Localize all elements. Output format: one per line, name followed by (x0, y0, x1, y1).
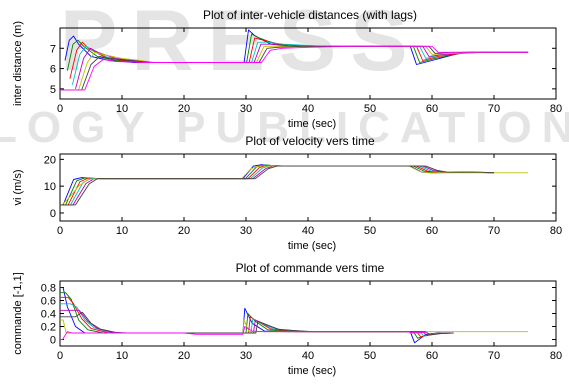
series-group (60, 164, 529, 206)
series-line-1 (60, 164, 495, 206)
x-tick-label: 20 (178, 225, 190, 237)
x-tick-label: 30 (240, 225, 252, 237)
y-tick-label: 7 (50, 43, 56, 55)
watermark-line2: LOGY PUBLICATIONS (0, 103, 569, 152)
y-tick-label: 0 (50, 335, 56, 347)
y-tick-label: 0.2 (41, 322, 56, 334)
y-tick-label: 6 (50, 64, 56, 76)
y-tick-label: 0.8 (41, 283, 56, 295)
series-line-7 (60, 165, 495, 206)
y-tick-label: 0.6 (41, 296, 56, 308)
series-group (60, 287, 529, 344)
x-axis-label: time (sec) (288, 240, 336, 252)
x-tick-label: 50 (364, 350, 376, 362)
chart-title: Plot of commande vers time (236, 261, 385, 275)
series-line-3 (60, 164, 495, 206)
x-tick-label: 10 (116, 225, 128, 237)
series-line-7 (61, 45, 529, 91)
x-tick-label: 40 (302, 350, 314, 362)
x-tick-label: 70 (488, 103, 500, 115)
x-tick-label: 20 (178, 103, 190, 115)
chart-title: Plot of velocity vers time (245, 134, 375, 148)
series-group (60, 29, 529, 91)
axes-frame (59, 280, 557, 347)
x-tick-label: 40 (302, 225, 314, 237)
series-line-8 (60, 326, 426, 340)
series-line-5 (60, 165, 495, 206)
series-line-2 (66, 33, 529, 71)
y-tick-label: 5 (50, 84, 56, 96)
watermark: PRESS LOGY PUBLICATIONS (0, 0, 569, 152)
x-tick-label: 80 (550, 350, 562, 362)
series-line-7 (60, 311, 454, 336)
x-tick-label: 60 (426, 225, 438, 237)
axes-frame (59, 153, 557, 222)
x-tick-label: 20 (178, 350, 190, 362)
y-tick-label: 10 (44, 181, 56, 193)
x-tick-label: 60 (426, 350, 438, 362)
series-line-6 (78, 45, 529, 91)
y-tick-label: 20 (44, 154, 56, 166)
x-tick-label: 80 (550, 103, 562, 115)
x-tick-label: 30 (240, 103, 252, 115)
y-tick-label: 0.4 (41, 309, 56, 321)
x-tick-label: 50 (364, 103, 376, 115)
series-line-3 (60, 296, 445, 338)
x-tick-label: 10 (116, 350, 128, 362)
watermark-line1: PRESS (60, 0, 422, 89)
x-tick-label: 10 (116, 103, 128, 115)
x-axis-label: time (sec) (288, 365, 336, 377)
x-tick-label: 70 (488, 225, 500, 237)
y-axis-label: inter distance (m) (12, 21, 24, 106)
series-line-1 (60, 287, 451, 344)
x-tick-label: 40 (302, 103, 314, 115)
series-line-5 (60, 309, 451, 337)
series-line-2 (60, 292, 445, 339)
chart-title: Plot of inter-vehicle distances (with la… (203, 8, 417, 22)
x-tick-label: 70 (488, 350, 500, 362)
chart-panel-1: 0 10 20 30 40 50 60 70 80 5 6 7 Plot of inter-vehicl… (12, 8, 562, 130)
series-line-6 (60, 165, 529, 206)
y-tick-label: 0 (50, 208, 56, 220)
x-axis-label: time (sec) (288, 118, 336, 130)
series-line-4 (71, 41, 529, 85)
y-axis-label: commande [-1,1] (12, 272, 24, 355)
chart-panel-2: 0 10 20 30 40 50 60 70 80 0 10 20 Plot of velocity v… (12, 134, 562, 252)
y-axis-label: vi (m/s) (12, 169, 24, 205)
x-tick-label: 60 (426, 103, 438, 115)
x-tick-label: 80 (550, 225, 562, 237)
x-tick-label: 0 (57, 103, 63, 115)
x-tick-label: 50 (364, 225, 376, 237)
series-line-8 (60, 45, 529, 91)
series-line-5 (75, 43, 529, 90)
x-tick-label: 0 (57, 350, 63, 362)
x-tick-label: 0 (57, 225, 63, 237)
x-tick-label: 30 (240, 350, 252, 362)
